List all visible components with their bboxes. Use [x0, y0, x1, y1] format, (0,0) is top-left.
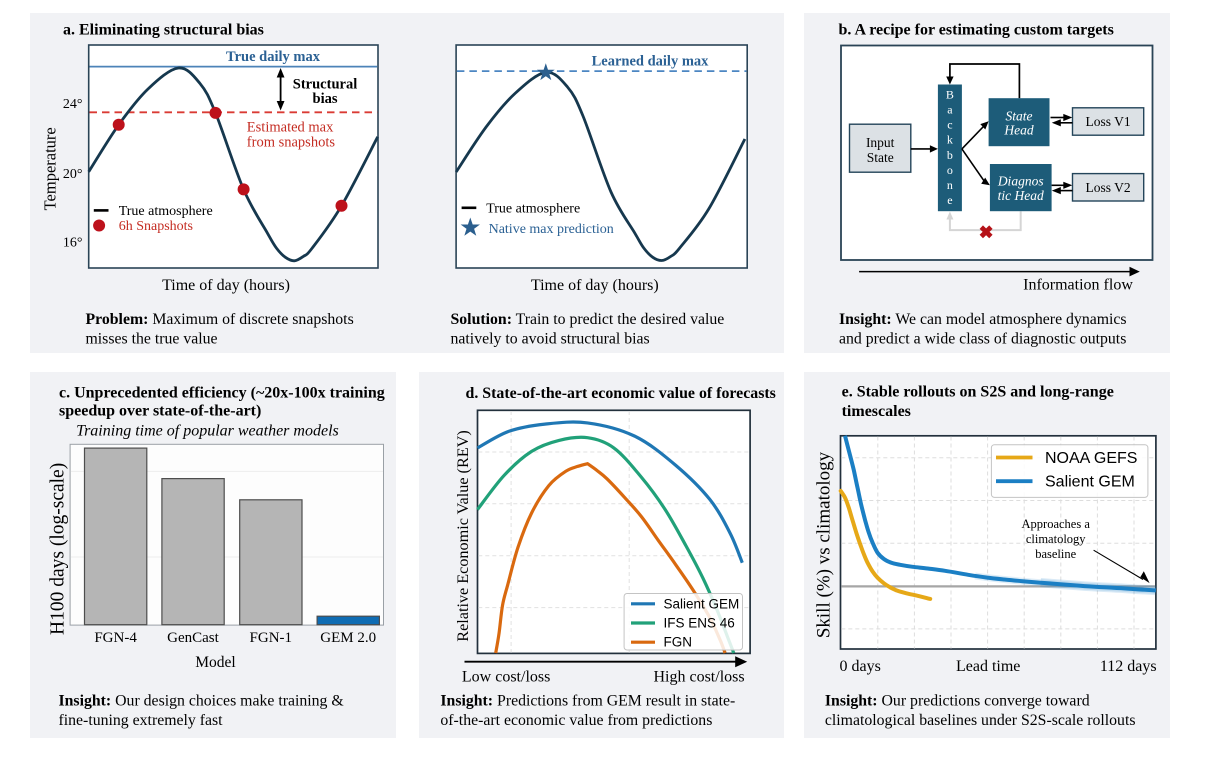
- svg-text:0 days: 0 days: [840, 658, 881, 675]
- svg-text:State: State: [867, 150, 894, 165]
- svg-text:Native max prediction: Native max prediction: [489, 222, 614, 237]
- svg-text:Solution: Train to predict the: Solution: Train to predict the desired v…: [451, 311, 725, 328]
- svg-text:Low cost/loss: Low cost/loss: [462, 669, 550, 686]
- svg-text:Structural: Structural: [293, 77, 357, 93]
- svg-text:FGN-4: FGN-4: [94, 630, 137, 646]
- svg-text:FGN: FGN: [664, 635, 693, 650]
- svg-text:FGN-1: FGN-1: [250, 630, 293, 646]
- svg-text:Insight: We can model atmosphe: Insight: We can model atmosphere dynamic…: [839, 311, 1127, 328]
- svg-text:baseline: baseline: [1035, 547, 1076, 561]
- svg-text:Information flow: Information flow: [1023, 276, 1133, 293]
- svg-text:Problem: Maximum of discrete s: Problem: Maximum of discrete snapshots: [86, 311, 354, 328]
- svg-text:Input: Input: [866, 135, 895, 150]
- svg-text:k: k: [947, 133, 953, 147]
- svg-text:fine-tuning extremely fast: fine-tuning extremely fast: [59, 712, 224, 729]
- svg-text:bias: bias: [313, 91, 338, 107]
- svg-text:Salient GEM: Salient GEM: [1045, 473, 1135, 490]
- svg-text:H100 days (log-scale): H100 days (log-scale): [48, 463, 69, 635]
- svg-text:n: n: [947, 178, 953, 192]
- svg-text:Insight: Predictions from GEM: Insight: Predictions from GEM result in …: [440, 692, 735, 709]
- svg-text:24°: 24°: [63, 97, 83, 112]
- svg-text:Temperature: Temperature: [41, 127, 60, 210]
- svg-text:Time of day (hours): Time of day (hours): [531, 277, 659, 294]
- svg-text:Lead time: Lead time: [956, 658, 1020, 675]
- svg-text:Approaches a: Approaches a: [1022, 517, 1091, 531]
- svg-text:True daily max: True daily max: [226, 49, 321, 65]
- svg-text:natively to avoid structural b: natively to avoid structural bias: [451, 331, 650, 348]
- svg-text:NOAA GEFS: NOAA GEFS: [1045, 450, 1137, 467]
- svg-text:Loss V1: Loss V1: [1086, 114, 1131, 129]
- svg-text:Training time of popular weath: Training time of popular weather models: [76, 423, 339, 440]
- svg-text:State: State: [1006, 109, 1033, 124]
- svg-text:d. State-of-the-art economic v: d. State-of-the-art economic value of fo…: [466, 385, 776, 402]
- svg-text:20°: 20°: [63, 167, 83, 182]
- svg-text:Model: Model: [195, 654, 235, 671]
- svg-text:True atmosphere: True atmosphere: [486, 201, 580, 216]
- svg-text:timescales: timescales: [842, 403, 911, 420]
- svg-text:Time of day (hours): Time of day (hours): [162, 277, 290, 294]
- svg-text:6h Snapshots: 6h Snapshots: [119, 219, 193, 234]
- svg-text:Diagnos: Diagnos: [997, 174, 1044, 189]
- svg-text:climatology: climatology: [1026, 532, 1086, 546]
- svg-text:misses the true value: misses the true value: [86, 331, 218, 348]
- svg-text:o: o: [947, 163, 953, 177]
- svg-text:Insight: Our design choices ma: Insight: Our design choices make trainin…: [59, 692, 344, 709]
- svg-text:IFS ENS 46: IFS ENS 46: [664, 616, 735, 631]
- svg-text:and predict a wide class of di: and predict a wide class of diagnostic o…: [839, 331, 1126, 348]
- svg-text:from snapshots: from snapshots: [247, 135, 336, 151]
- svg-text:16°: 16°: [63, 236, 83, 251]
- svg-text:tic Head: tic Head: [998, 188, 1044, 203]
- svg-text:c: c: [947, 118, 952, 132]
- svg-text:GenCast: GenCast: [167, 630, 219, 646]
- svg-text:Insight: Our predictions conve: Insight: Our predictions converge toward: [825, 692, 1090, 709]
- svg-text:Loss V2: Loss V2: [1086, 180, 1131, 195]
- svg-text:High cost/loss: High cost/loss: [653, 669, 744, 686]
- svg-text:a: a: [947, 103, 953, 117]
- svg-text:Estimated max: Estimated max: [247, 120, 334, 136]
- svg-text:B: B: [946, 87, 954, 101]
- svg-text:112 days: 112 days: [1100, 658, 1157, 675]
- svg-text:GEM 2.0: GEM 2.0: [320, 630, 376, 646]
- svg-text:True atmosphere: True atmosphere: [119, 204, 213, 219]
- svg-text:Skill (%) vs climatology: Skill (%) vs climatology: [813, 451, 834, 638]
- svg-text:c. Unprecedented efficiency (~: c. Unprecedented efficiency (~20x-100x t…: [59, 384, 385, 401]
- svg-text:Relative Economic Value (REV): Relative Economic Value (REV): [454, 430, 472, 641]
- svg-text:b: b: [947, 148, 953, 162]
- svg-text:e: e: [947, 193, 952, 207]
- svg-text:of-the-art economic value from: of-the-art economic value from predictio…: [440, 712, 712, 729]
- svg-text:b. A recipe for estimating cus: b. A recipe for estimating custom target…: [839, 21, 1114, 38]
- svg-text:Salient GEM: Salient GEM: [664, 596, 740, 611]
- svg-text:speedup over state-of-the-art): speedup over state-of-the-art): [59, 403, 261, 420]
- svg-text:e. Stable rollouts on S2S and: e. Stable rollouts on S2S and long-range: [842, 384, 1114, 401]
- svg-text:climatological baselines under: climatological baselines under S2S-scale…: [825, 712, 1136, 729]
- svg-text:Learned daily max: Learned daily max: [592, 54, 710, 70]
- svg-text:a. Eliminating structural bias: a. Eliminating structural bias: [63, 21, 264, 38]
- svg-text:Head: Head: [1003, 123, 1033, 138]
